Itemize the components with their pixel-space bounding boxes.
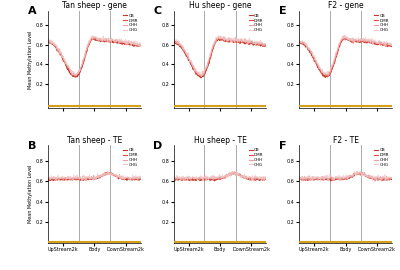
Legend: CB, DMR, CHH, CHG: CB, DMR, CHH, CHG (248, 13, 264, 33)
Text: E: E (278, 6, 286, 16)
Title: Hu sheep - gene: Hu sheep - gene (189, 1, 251, 10)
Text: F: F (278, 141, 286, 151)
Legend: CB, DMR, CHH, CHG: CB, DMR, CHH, CHG (122, 13, 139, 33)
Y-axis label: Mean Methylation Level: Mean Methylation Level (28, 31, 33, 89)
Legend: CB, DMR, CHH, CHG: CB, DMR, CHH, CHG (373, 13, 390, 33)
Text: C: C (153, 6, 161, 16)
Title: Hu sheep - TE: Hu sheep - TE (194, 136, 246, 145)
Text: B: B (28, 141, 36, 151)
Legend: CB, DMR, CHH, CHG: CB, DMR, CHH, CHG (373, 147, 390, 168)
Text: D: D (153, 141, 162, 151)
Text: A: A (28, 6, 36, 16)
Legend: CB, DMR, CHH, CHG: CB, DMR, CHH, CHG (248, 147, 264, 168)
Y-axis label: Mean Methylation Level: Mean Methylation Level (28, 165, 33, 223)
Title: Tan sheep - gene: Tan sheep - gene (62, 1, 127, 10)
Title: F2 - gene: F2 - gene (328, 1, 363, 10)
Title: Tan sheep - TE: Tan sheep - TE (67, 136, 122, 145)
Title: F2 - TE: F2 - TE (332, 136, 358, 145)
Legend: CB, DMR, CHH, CHG: CB, DMR, CHH, CHG (122, 147, 139, 168)
